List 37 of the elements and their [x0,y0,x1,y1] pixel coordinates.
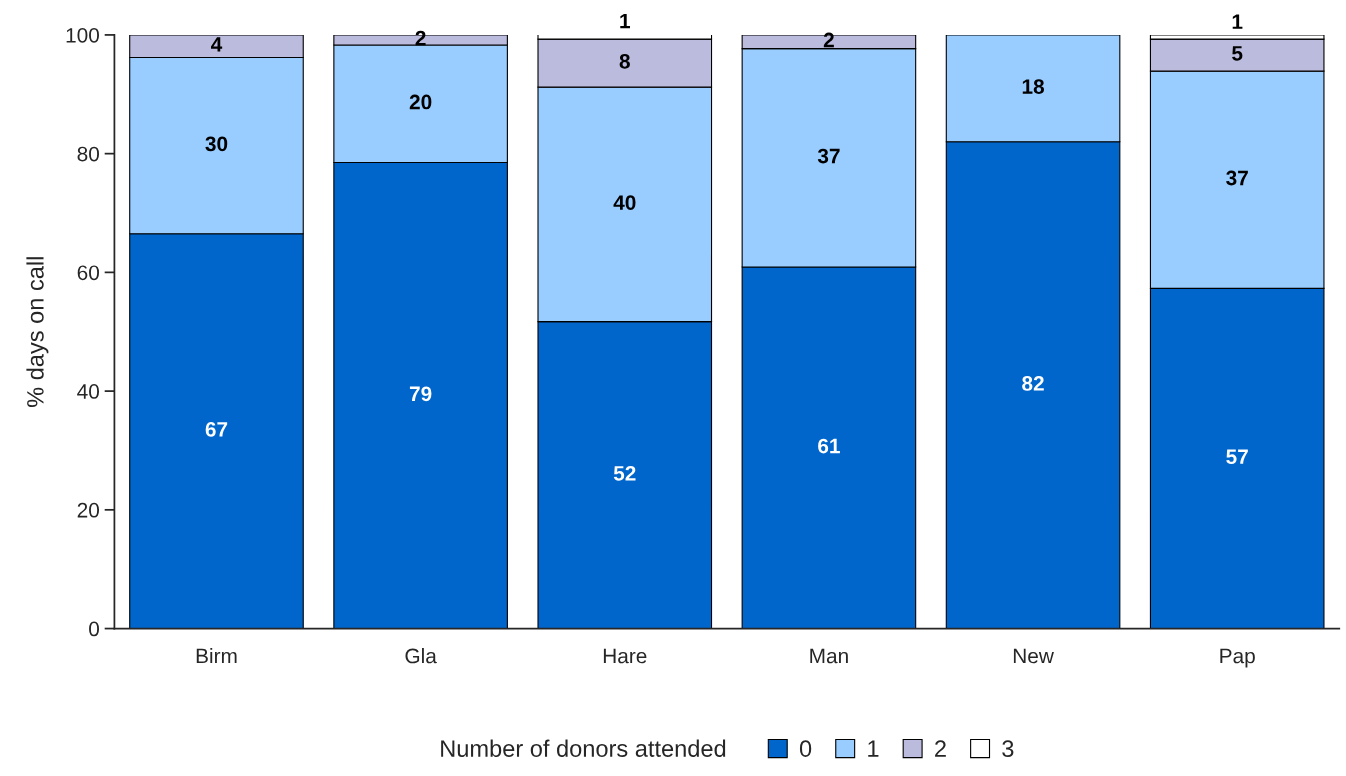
data-label: 8 [619,53,630,69]
data-label: 79 [409,386,432,402]
data-label: 67 [205,422,228,437]
data-label: 18 [1022,79,1044,94]
y-tick-label: 20 [77,502,100,518]
y-tick-label: 80 [77,146,100,162]
legend-label: 1 [868,740,879,757]
data-label: 1 [1232,14,1243,29]
data-label: 82 [1022,376,1044,391]
data-label: 37 [1226,170,1248,186]
y-tick-label: 60 [77,265,100,281]
x-tick-label: Man [810,648,848,664]
y-tick-label: 100 [66,27,100,43]
legend-label: 3 [1002,740,1014,757]
x-tick-label: Gla [405,648,437,664]
y-tick-label: 0 [89,621,100,637]
data-label: 30 [205,136,228,152]
legend-label: 0 [799,740,812,757]
data-label: 4 [211,37,223,52]
data-label: 61 [818,438,840,454]
data-label: 2 [415,30,426,46]
y-tick-label: 40 [77,384,100,399]
data-label: 52 [613,465,636,481]
data-label: 1 [620,13,630,29]
data-label: 20 [409,94,432,110]
x-tick-label: Hare [603,648,647,664]
legend-title: Number of donors attended [441,739,726,757]
data-label: 5 [1232,46,1243,61]
x-tick-label: Pap [1220,648,1255,668]
data-label: 40 [613,195,636,210]
data-label: 57 [1226,449,1248,465]
y-axis-title: % days on call [26,257,49,408]
legend-label: 2 [935,740,946,757]
data-label: 37 [817,148,840,164]
x-tick-label: Birm [196,648,237,664]
x-tick-label: New [1013,648,1054,664]
data-label: 2 [823,32,834,48]
